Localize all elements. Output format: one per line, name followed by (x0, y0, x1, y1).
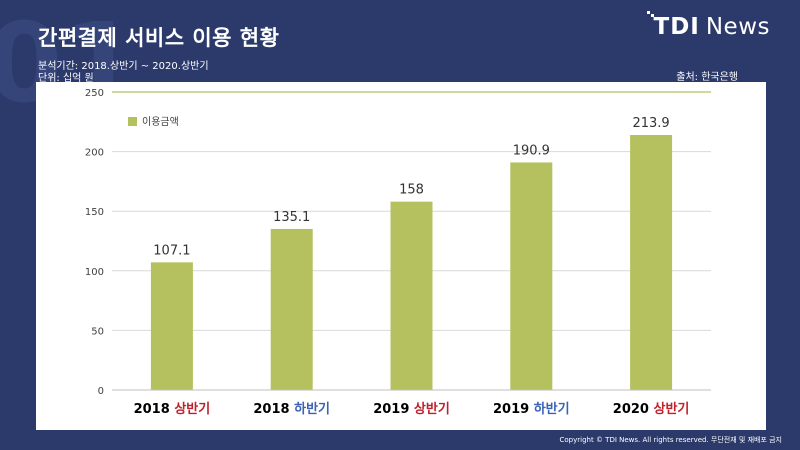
x-tick-label: 2019 하반기 (493, 401, 570, 417)
x-tick-half: 상반기 (654, 401, 690, 417)
x-tick-half: 하반기 (294, 401, 330, 417)
y-tick-label: 100 (85, 267, 104, 278)
x-tick-label: 2018 하반기 (253, 401, 330, 417)
bar (630, 135, 673, 390)
x-tick-year: 2018 (134, 402, 175, 417)
y-tick-label: 50 (91, 326, 104, 337)
x-tick-half: 하반기 (534, 401, 570, 417)
x-tick-year: 2019 (493, 402, 534, 417)
logo-mark-text: TDI (653, 14, 700, 40)
bar (150, 262, 193, 390)
y-tick-label: 200 (85, 148, 104, 159)
bar (510, 162, 553, 390)
legend-swatch (128, 117, 137, 126)
legend-label: 이용금액 (142, 116, 179, 128)
logo-dots-icon (646, 11, 654, 17)
analysis-period: 분석기간: 2018.상반기 ~ 2020.상반기 (38, 61, 209, 72)
data-label: 190.9 (513, 143, 550, 158)
unit-label: 단위: 십억 원 (38, 73, 94, 84)
tdi-news-logo: TDI News (646, 11, 771, 40)
x-tick-year: 2020 (613, 402, 654, 417)
x-tick-year: 2019 (373, 402, 414, 417)
logo-name-text: News (705, 14, 770, 40)
x-tick-year: 2018 (253, 402, 294, 417)
logo-mark: TDI (646, 11, 700, 40)
bar (390, 201, 433, 390)
x-tick-label: 2019 상반기 (373, 401, 450, 417)
copyright-notice: Copyright © TDI News. All rights reserve… (559, 436, 782, 444)
x-tick-label: 2018 상반기 (134, 401, 211, 417)
data-label: 135.1 (273, 210, 310, 225)
bar (270, 228, 313, 390)
y-tick-label: 0 (98, 386, 104, 397)
x-tick-label: 2020 상반기 (613, 401, 690, 417)
x-tick-half: 상반기 (414, 401, 450, 417)
x-tick-half: 상반기 (174, 401, 210, 417)
chart-panel: 0 50 100 150 200 250 107.1 2018 상반기 135.1 2018 하반… (36, 82, 766, 430)
page-title: 간편결제 서비스 이용 현황 (38, 26, 280, 50)
data-label: 107.1 (153, 243, 190, 258)
bar-chart: 0 50 100 150 200 250 107.1 2018 상반기 135.1 2018 하반… (85, 88, 711, 417)
y-tick-label: 250 (85, 88, 104, 99)
data-label: 213.9 (632, 116, 669, 131)
source-label: 출처: 한국은행 (676, 72, 738, 83)
data-label: 158 (399, 183, 424, 198)
y-tick-label: 150 (85, 207, 104, 218)
